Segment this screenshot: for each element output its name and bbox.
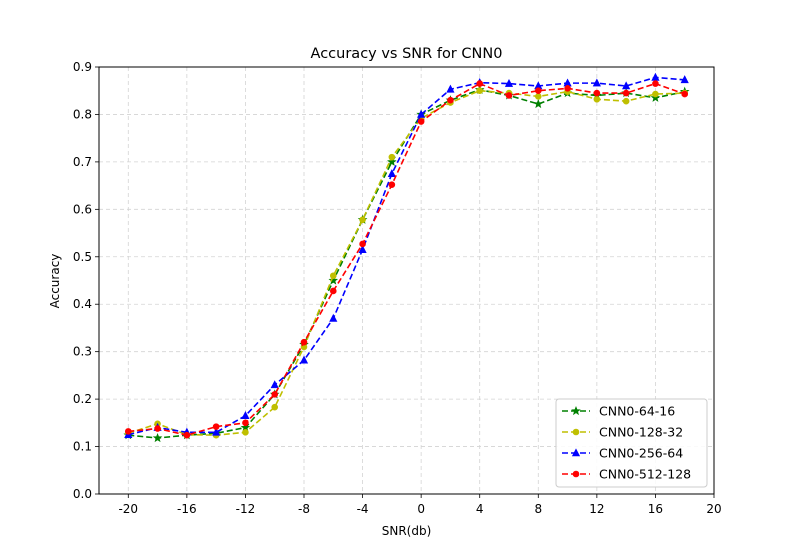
data-point bbox=[476, 87, 484, 95]
x-tick-label: 4 bbox=[476, 502, 484, 516]
data-point bbox=[534, 87, 542, 95]
data-point bbox=[476, 80, 484, 87]
y-axis-label: Accuracy bbox=[48, 254, 62, 309]
data-point bbox=[271, 403, 279, 411]
data-point bbox=[622, 89, 630, 97]
x-tick-label: -16 bbox=[177, 502, 197, 516]
series-cnn0-512-128 bbox=[124, 80, 689, 439]
data-point bbox=[329, 272, 337, 280]
data-point bbox=[152, 432, 163, 443]
x-tick-label: 0 bbox=[417, 502, 425, 516]
x-tick-label: 16 bbox=[648, 502, 663, 516]
x-tick-label: -12 bbox=[236, 502, 256, 516]
data-point bbox=[124, 428, 132, 435]
chart-title: Accuracy vs SNR for CNN0 bbox=[311, 46, 503, 62]
x-axis-ticks: -20 -16 -12 -8 -4 0 4 8 12 16 20 bbox=[118, 494, 722, 516]
data-point bbox=[212, 423, 220, 430]
data-point bbox=[622, 81, 631, 90]
data-point bbox=[533, 98, 544, 109]
y-tick-label: 0.4 bbox=[73, 297, 92, 311]
series-line-cnn0-128-32 bbox=[128, 89, 685, 436]
data-point bbox=[242, 419, 249, 427]
series-layer bbox=[123, 72, 690, 443]
x-tick-label: -4 bbox=[357, 502, 369, 516]
data-point bbox=[271, 391, 279, 398]
data-point bbox=[593, 95, 601, 103]
data-point bbox=[388, 153, 396, 161]
data-point bbox=[359, 240, 366, 248]
y-tick-label: 0.7 bbox=[73, 155, 92, 169]
plot-frame bbox=[98, 66, 715, 495]
data-point bbox=[504, 78, 514, 87]
data-point bbox=[359, 216, 366, 224]
data-point bbox=[447, 96, 454, 104]
x-tick-label: 12 bbox=[589, 502, 604, 516]
data-point bbox=[592, 78, 601, 87]
data-point bbox=[300, 338, 308, 346]
data-point bbox=[242, 429, 249, 436]
data-point bbox=[328, 275, 339, 285]
data-point bbox=[329, 313, 338, 322]
data-point bbox=[652, 80, 659, 87]
legend-label: CNN0-128-32 bbox=[599, 425, 683, 440]
data-point bbox=[534, 93, 542, 100]
data-point bbox=[387, 169, 396, 178]
legend-swatch-marker bbox=[571, 448, 581, 457]
data-point bbox=[564, 85, 571, 92]
legend-label: CNN0-64-16 bbox=[599, 404, 675, 419]
x-tick-label: 20 bbox=[706, 502, 721, 516]
x-axis-label: SNR(db) bbox=[382, 524, 432, 538]
data-point bbox=[505, 92, 513, 99]
legend-label: CNN0-256-64 bbox=[599, 446, 683, 461]
data-point bbox=[388, 181, 396, 188]
y-tick-label: 0.5 bbox=[73, 250, 92, 264]
data-point bbox=[358, 245, 367, 253]
series-line-cnn0-512-128 bbox=[128, 82, 685, 436]
y-tick-label: 0.6 bbox=[73, 202, 92, 216]
legend-swatch-marker bbox=[572, 428, 580, 436]
series-line-cnn0-256-64 bbox=[128, 76, 685, 436]
legend-box bbox=[555, 398, 708, 488]
data-point bbox=[212, 427, 221, 436]
y-tick-label: 0.3 bbox=[73, 345, 92, 359]
y-tick-label: 0.0 bbox=[73, 487, 92, 501]
y-tick-label: 0.8 bbox=[73, 107, 92, 121]
legend: CNN0-64-16 CNN0-128-32 CNN0-256-64 CNN0-512… bbox=[555, 398, 708, 488]
x-tick-label: -8 bbox=[298, 502, 310, 516]
data-point bbox=[387, 156, 397, 166]
y-tick-label: 0.9 bbox=[73, 60, 92, 74]
y-tick-label: 0.2 bbox=[73, 392, 92, 406]
data-point bbox=[270, 380, 279, 389]
data-point bbox=[622, 97, 630, 105]
legend-swatch-marker bbox=[572, 470, 580, 478]
data-point bbox=[154, 425, 161, 432]
y-tick-label: 0.1 bbox=[73, 440, 92, 454]
data-point bbox=[650, 92, 661, 102]
data-point bbox=[417, 109, 426, 118]
data-point bbox=[299, 355, 309, 364]
data-point bbox=[446, 84, 455, 93]
legend-swatch-marker bbox=[571, 405, 581, 416]
data-point bbox=[183, 431, 191, 439]
data-point bbox=[652, 90, 659, 98]
x-tick-label: -20 bbox=[118, 502, 138, 516]
x-tick-label: 8 bbox=[534, 502, 542, 516]
data-point bbox=[593, 89, 601, 97]
data-point bbox=[681, 90, 689, 98]
data-point bbox=[417, 118, 425, 125]
data-point bbox=[680, 75, 689, 84]
data-point bbox=[329, 287, 337, 295]
y-axis-ticks: 0.0 0.1 0.2 0.3 0.4 0.5 0.6 0.7 0.8 0.9 bbox=[73, 60, 99, 501]
legend-label: CNN0-512-128 bbox=[599, 467, 691, 482]
data-point bbox=[241, 411, 250, 420]
